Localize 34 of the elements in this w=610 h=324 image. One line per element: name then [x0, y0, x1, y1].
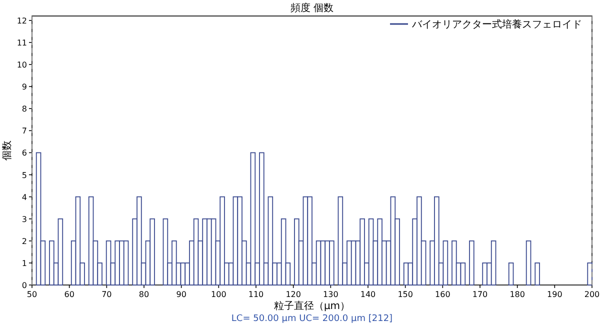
x-axis-title: 粒子直径（μm）	[274, 300, 350, 312]
y-tick-label: 11	[16, 38, 27, 48]
y-tick-label: 1	[22, 258, 27, 268]
y-tick-label: 0	[22, 281, 27, 290]
y-tick-label: 4	[22, 192, 27, 202]
y-tick-label: 2	[22, 236, 27, 246]
x-tick-label: 120	[286, 290, 301, 299]
y-axis-title: 個数	[2, 140, 13, 160]
x-tick-label: 150	[398, 290, 413, 299]
x-tick-label: 130	[323, 290, 338, 299]
text: LC= 50.00 μm UC= 200.0 μm [212]	[231, 314, 393, 324]
x-tick-label: 170	[472, 290, 488, 299]
y-tick-label: 12	[16, 16, 27, 26]
x-tick-label: 100	[211, 290, 226, 299]
x-tick-label: 180	[510, 290, 525, 299]
x-tick-label: 90	[176, 290, 186, 299]
chart-title: 頻度 個数	[290, 2, 334, 14]
x-tick-label: 200	[584, 290, 600, 299]
y-tick-label: 9	[22, 82, 27, 92]
y-tick-label: 3	[22, 214, 27, 224]
y-tick-label: 7	[22, 126, 27, 136]
x-tick-label: 60	[64, 290, 74, 299]
y-tick-label: 10	[16, 60, 27, 70]
x-tick-label: 140	[360, 290, 376, 299]
x-tick-label: 190	[547, 290, 562, 299]
y-tick-label: 8	[22, 104, 27, 114]
x-tick-label: 70	[102, 290, 112, 299]
y-tick-label: 6	[22, 148, 27, 158]
x-tick-label: 110	[248, 290, 264, 299]
x-tick-label: 50	[26, 290, 38, 299]
x-tick-label: 160	[435, 290, 450, 299]
y-tick-label: 5	[22, 170, 27, 180]
x-tick-label: 80	[138, 290, 150, 299]
legend-label: バイオリアクター式培養スフェロイド	[411, 18, 582, 30]
